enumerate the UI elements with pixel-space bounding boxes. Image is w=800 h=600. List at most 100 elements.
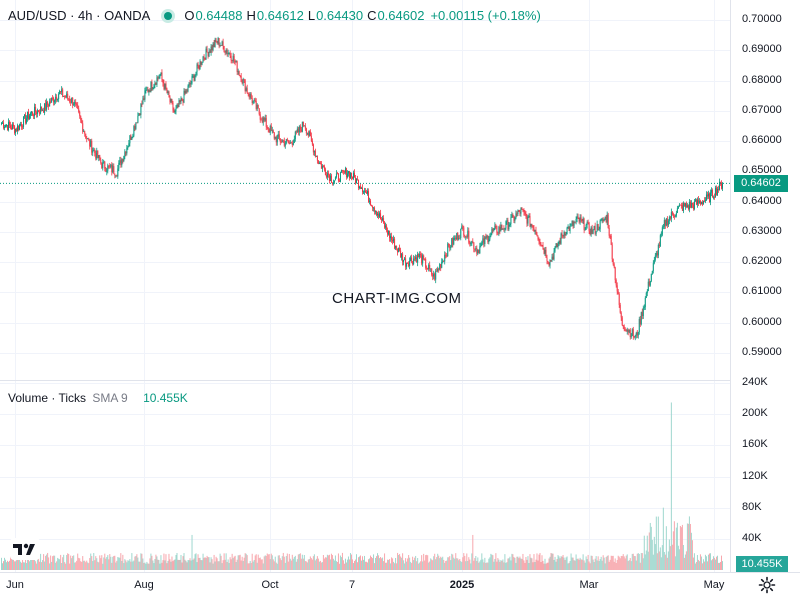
candle-body <box>590 227 592 235</box>
volume-bar <box>452 554 454 570</box>
volume-bar <box>450 560 452 570</box>
volume-bar <box>146 561 148 570</box>
candle-body <box>543 248 545 254</box>
volume-bar <box>445 560 447 570</box>
candle-body <box>329 175 331 181</box>
volume-bar <box>551 553 553 570</box>
candle-body <box>283 140 285 146</box>
volume-bar <box>476 560 478 570</box>
volume-bar <box>75 562 77 570</box>
volume-bar <box>554 556 556 570</box>
volume-bar <box>283 556 285 570</box>
candle-body <box>392 239 394 242</box>
candle-body <box>665 218 667 226</box>
volume-bar <box>47 552 49 570</box>
candle-body <box>428 265 430 270</box>
candle-body <box>262 117 264 123</box>
candle-body <box>213 43 215 48</box>
volume-bar <box>167 560 169 570</box>
volume-bar <box>530 557 532 570</box>
volume-bar <box>527 556 529 570</box>
volume-bar <box>468 557 470 570</box>
candle-body <box>78 108 80 112</box>
candle-body <box>269 125 271 133</box>
volume-bar <box>149 558 151 570</box>
volume-bar <box>685 551 687 570</box>
candle-body <box>278 134 280 139</box>
candle-body <box>719 181 721 183</box>
candle-body <box>503 228 505 230</box>
volume-bar <box>660 557 662 570</box>
volume-label[interactable]: Volume · Ticks <box>8 391 87 405</box>
volume-bar <box>492 555 494 570</box>
volume-bar <box>55 562 57 570</box>
candle-body <box>172 102 174 111</box>
volume-bar <box>250 562 252 570</box>
candle-body <box>266 126 268 128</box>
volume-bar <box>592 559 594 570</box>
volume-bar <box>24 562 26 570</box>
volume-bar <box>654 544 656 570</box>
candle-body <box>49 101 51 107</box>
volume-bar <box>307 559 309 570</box>
volume-bar <box>418 563 420 570</box>
candle-body <box>513 216 515 221</box>
volume-sma-label: SMA 9 <box>92 391 128 405</box>
volume-bar <box>389 559 391 570</box>
volume-bar <box>268 554 270 570</box>
candle-body <box>272 130 274 133</box>
candle-body <box>102 162 104 169</box>
candle-body <box>420 254 422 255</box>
volume-bar <box>523 560 525 570</box>
volume-bar <box>546 562 548 570</box>
candle-body <box>122 158 124 162</box>
candle-body <box>308 131 310 136</box>
volume-bar <box>713 557 715 570</box>
candle-body <box>550 260 552 261</box>
volume-bar <box>239 554 241 570</box>
volume-bar <box>118 557 120 570</box>
candle-body <box>712 196 714 198</box>
candle-body <box>405 258 407 267</box>
volume-bar <box>459 558 461 570</box>
volume-bar <box>415 555 417 570</box>
candle-body <box>482 238 484 243</box>
volume-axis-tick: 40K <box>742 531 762 544</box>
candle-body <box>96 150 98 159</box>
candle-body <box>231 60 233 61</box>
candle-body <box>76 103 78 106</box>
volume-bar <box>290 560 292 570</box>
candle-body <box>22 126 24 128</box>
volume-bar <box>104 553 106 570</box>
volume-bar <box>248 563 250 570</box>
candle-body <box>23 116 25 127</box>
volume-bar <box>210 557 212 570</box>
candle-body <box>181 98 183 101</box>
symbol-label[interactable]: AUD/USD · 4h · OANDA <box>8 8 151 23</box>
volume-bar <box>386 562 388 570</box>
candle-body <box>475 248 477 249</box>
candle-body <box>15 128 17 133</box>
volume-bar <box>503 562 505 570</box>
tradingview-logo-icon[interactable] <box>10 538 40 560</box>
volume-bar <box>444 562 446 570</box>
volume-bar <box>122 554 124 570</box>
candle-body <box>528 216 530 217</box>
candle-body <box>396 245 398 249</box>
candle-body <box>340 169 342 173</box>
volume-bar <box>259 557 261 570</box>
candle-body <box>634 335 636 338</box>
volume-bar <box>612 555 614 570</box>
candle-body <box>427 268 429 270</box>
candle-body <box>54 100 56 103</box>
volume-bar <box>19 558 21 570</box>
candle-body <box>547 261 549 263</box>
candle-body <box>132 135 134 137</box>
volume-bar <box>645 550 647 570</box>
candle-body <box>707 193 709 197</box>
candle-body <box>703 200 705 202</box>
settings-gear-icon[interactable] <box>758 576 776 594</box>
volume-bar <box>691 540 693 570</box>
candle-body <box>679 204 681 206</box>
